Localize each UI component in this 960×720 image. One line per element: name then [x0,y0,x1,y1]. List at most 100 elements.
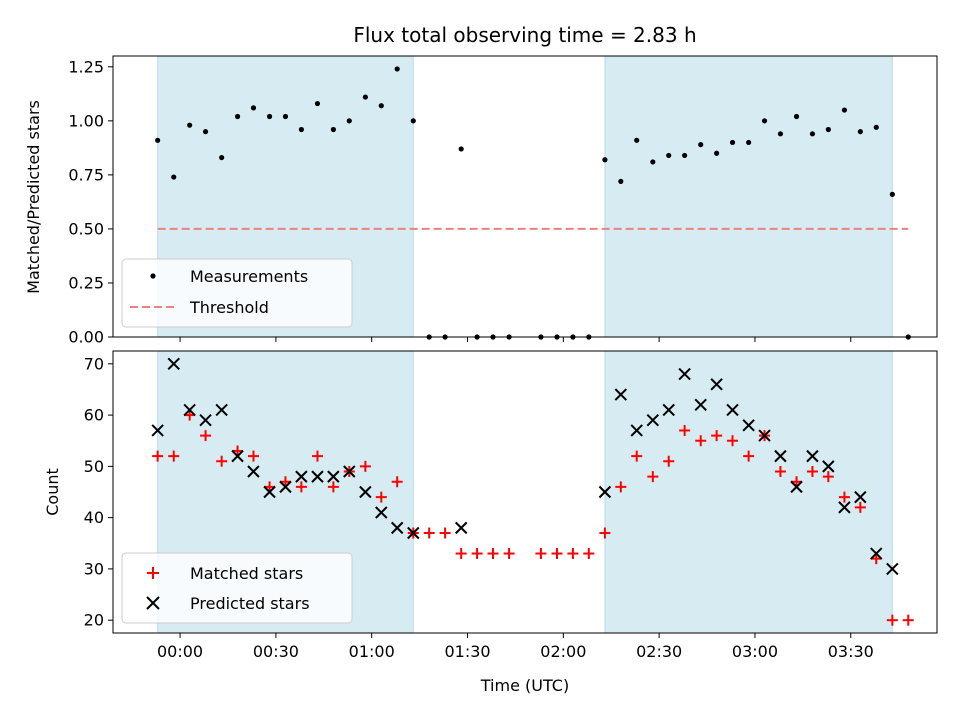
matched-star-point [886,614,898,626]
measurement-point [793,113,800,120]
y-tick-label: 40 [84,508,104,527]
predicted-star-point [151,424,164,437]
matched-star-point [695,435,707,447]
predicted-star-point [614,388,628,401]
predicted-star-point [167,357,180,371]
legend-measurements-label: Measurements [190,267,308,286]
measurement-point [187,122,193,128]
predicted-star-point [279,480,292,494]
predicted-star-point [758,429,771,442]
matched-star-point [439,527,451,539]
x-tick-label: 03:30 [828,642,874,661]
predicted-star-point [790,480,803,494]
predicted-star-point [199,414,212,427]
ratio-legend: Measurements Threshold [121,258,353,328]
matched-star-point [870,553,882,565]
y-tick-label: 0.25 [68,273,104,292]
predicted-star-point [183,403,196,417]
measurement-point [746,139,752,146]
predicted-star-point [662,403,675,417]
predicted-star-point [630,424,643,437]
count-panel: 20 30 40 50 60 70 00:00 00:30 01:00 01:30 02:00 02… [43,350,938,695]
predicted-star-point [710,378,723,391]
predicted-star-point [375,506,388,519]
matched-star-point [295,481,307,493]
x-tick-label: 00:00 [157,642,203,661]
measurement-point [458,146,464,152]
predicted-star-point [343,465,356,478]
predicted-star-point [231,449,244,463]
matched-star-point [774,465,786,477]
predicted-star-point [295,470,308,483]
ratio-panel-frame [112,55,938,338]
y-tick-label: 1.00 [68,111,104,130]
legend-measurements-marker [150,273,156,279]
predicted-star-point [694,398,707,412]
matched-star-point [806,465,818,477]
matched-star-point [471,548,483,560]
ratio-y-axis-label: Matched/Predicted stars [24,100,43,294]
legend-predicted-marker [146,596,160,610]
y-tick-label: 20 [84,611,104,630]
measurement-point [698,142,704,148]
predicted-star-point [678,367,691,381]
y-tick-label: 1.25 [68,57,104,76]
predicted-star-point [327,470,340,483]
y-tick-label: 60 [84,406,104,425]
matched-star-point [311,450,323,462]
measurement-point [378,103,384,109]
predicted-star-point [726,403,739,417]
measurement-point [602,157,608,163]
predicted-star-point [838,501,851,514]
measurement-point [346,118,352,124]
ratio-y-ticks: 0.00 0.25 0.50 0.75 1.00 1.25 [68,57,113,347]
legend-predicted-label: Predicted stars [190,594,310,613]
measurement-point [250,105,257,111]
measurement-point [809,131,816,137]
measurement-point [650,159,656,165]
predicted-star-point [806,449,819,463]
x-tick-label: 02:30 [636,642,682,661]
y-tick-label: 50 [84,457,104,476]
predicted-star-point [646,414,660,427]
predicted-star-point [215,403,228,417]
measurement-point [410,118,416,124]
matched-star-point [247,450,259,462]
matched-star-point [791,476,803,488]
measurement-point [618,178,624,184]
matched-star-point [423,527,435,539]
matched-star-point [599,527,611,539]
predicted-star-point [407,526,420,540]
measurement-point [889,191,895,197]
predicted-star-point [598,485,612,499]
ratio-x-ticks [179,337,852,342]
measurement-point [202,129,209,135]
matched-star-point [168,450,180,462]
count-x-ticks: 00:00 00:30 01:00 01:30 02:00 02:30 03:00 03:30 [157,633,874,661]
matched-star-point [503,548,515,560]
measurement-point [666,152,672,159]
measurement-point [777,131,784,137]
count-legend-box [121,552,353,624]
measurement-point [873,124,879,130]
y-tick-label: 30 [84,559,104,578]
chart-title: Flux total observing time = 2.83 h [353,23,696,47]
matched-star-point [359,460,371,472]
legend-threshold-label: Threshold [189,298,269,317]
matched-star-point [647,471,659,483]
measurement-point [171,174,177,180]
predicted-star-point [454,521,468,535]
matched-star-point [711,430,723,442]
matched-star-point [535,548,547,560]
x-axis-label: Time (UTC) [480,676,569,695]
observing-window-1 [604,55,893,338]
y-tick-label: 0.50 [68,219,104,238]
matched-star-point [583,548,595,560]
matched-star-point [200,430,212,442]
matched-star-point [184,409,196,421]
matched-star-point [279,476,291,488]
measurement-point [298,126,304,133]
predicted-star-point [822,460,835,473]
predicted-star-point [247,465,260,478]
matched-star-point [838,491,850,503]
